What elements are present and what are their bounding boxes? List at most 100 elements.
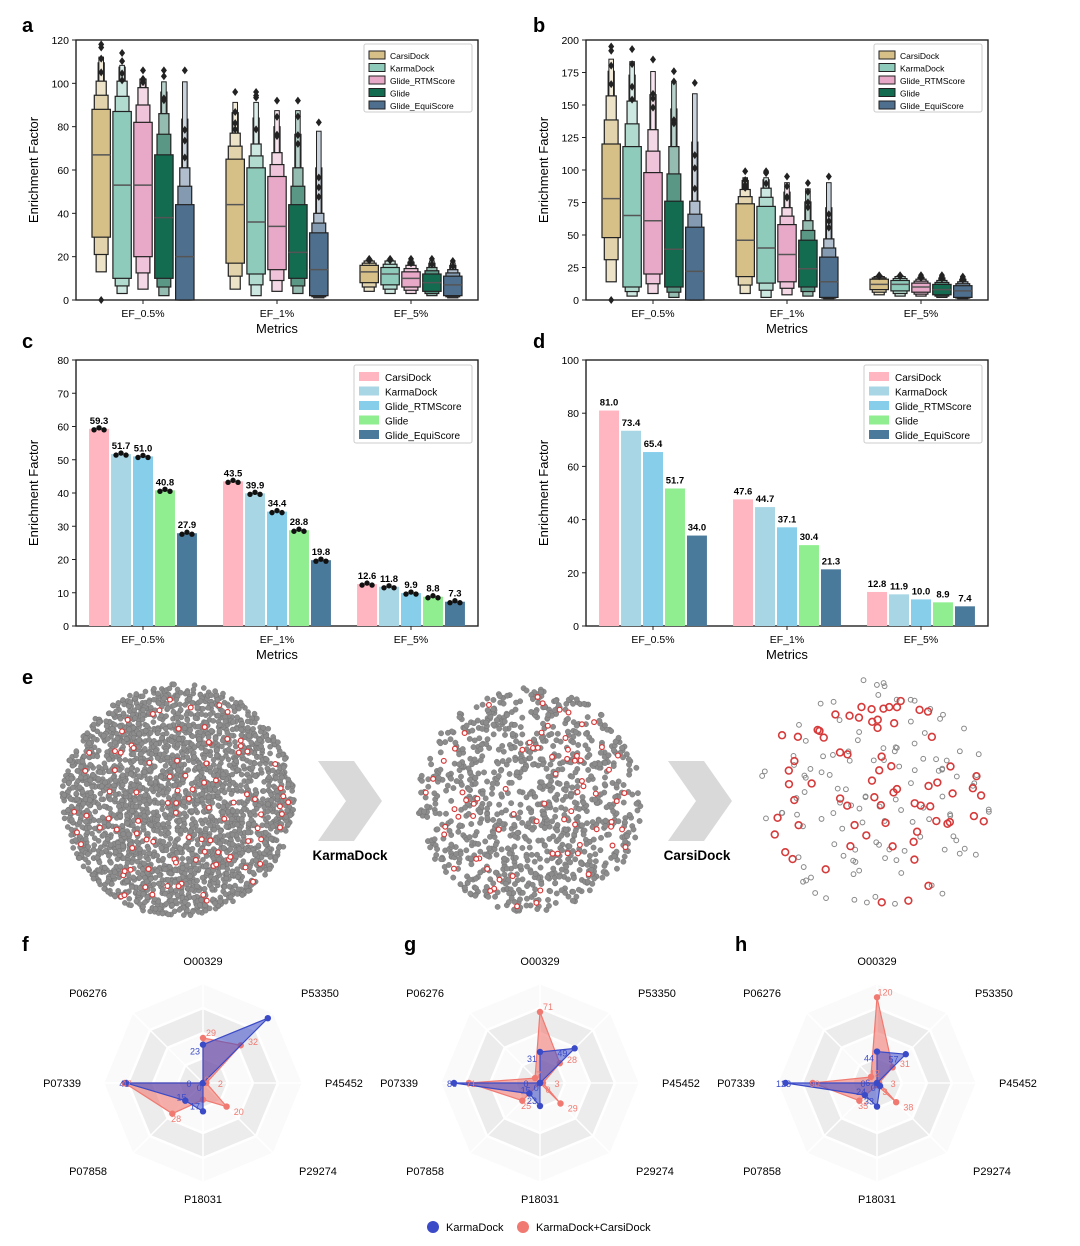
gray-point — [163, 900, 170, 907]
gray-point — [537, 864, 544, 871]
red-point — [172, 809, 179, 816]
red-point — [514, 903, 521, 910]
gray-point — [124, 767, 131, 774]
gray-point — [167, 835, 174, 842]
red-point — [117, 749, 124, 756]
gray-point — [238, 771, 245, 778]
chart-c-bar-dot — [145, 454, 151, 461]
chart-f-axis-label: P29274 — [299, 1166, 337, 1178]
red-point — [185, 795, 192, 802]
red-point — [224, 708, 231, 715]
gray-point — [235, 799, 242, 806]
gray-point — [188, 711, 194, 717]
chart-a-boxen-box — [225, 158, 245, 264]
gray-point — [214, 696, 221, 703]
gray-point — [202, 817, 209, 823]
gray-point — [484, 852, 491, 859]
chart-b-outlier — [742, 176, 749, 185]
red-point — [201, 848, 208, 855]
gray-point — [523, 794, 530, 801]
chart-a-boxen-tail — [253, 101, 259, 145]
gray-point — [629, 791, 636, 798]
chart-h-value-label: 35 — [858, 1101, 868, 1111]
gray-point — [528, 869, 534, 876]
red-point — [541, 800, 548, 807]
red-point — [111, 767, 118, 774]
gray-point — [145, 845, 152, 852]
gray-point — [245, 829, 251, 836]
chart-a-outlier — [253, 88, 260, 96]
red-point — [451, 806, 458, 813]
red-point — [192, 856, 199, 863]
gray-point — [443, 810, 449, 817]
gray-point — [848, 802, 854, 809]
gray-point — [522, 766, 528, 773]
gray-point — [227, 846, 234, 852]
chart-c-bar-dot — [279, 509, 285, 516]
gray-point — [135, 869, 141, 876]
red-point — [845, 711, 854, 720]
chart-c-bar-label: 51.7 — [112, 441, 131, 452]
gray-point — [556, 873, 563, 880]
gray-point — [501, 718, 508, 725]
gray-point — [73, 790, 80, 797]
gray-point — [212, 735, 219, 742]
gray-point — [467, 855, 474, 862]
gray-point — [518, 758, 525, 765]
gray-point — [527, 755, 534, 761]
chart-d-bar-label: 30.4 — [800, 532, 819, 543]
gray-point — [513, 699, 519, 706]
gray-point — [570, 700, 576, 707]
red-point — [794, 820, 803, 830]
gray-point — [92, 808, 99, 815]
gray-point — [95, 838, 102, 844]
gray-point — [636, 818, 643, 824]
chart-f-series-point — [199, 1041, 207, 1048]
chart-a-boxen-tail — [316, 130, 322, 214]
chart-d-bar — [798, 545, 819, 626]
chart-c-bar-dot — [101, 427, 107, 433]
gray-point — [200, 857, 206, 863]
chart-b-outlier — [742, 167, 749, 176]
gray-point — [61, 815, 68, 822]
gray-point — [129, 808, 135, 814]
gray-point — [176, 907, 183, 913]
chart-h-series-point — [856, 1097, 863, 1104]
gray-point — [483, 719, 489, 726]
gray-point — [163, 847, 170, 854]
red-point — [862, 831, 871, 840]
chart-a-boxen-box — [154, 154, 174, 279]
chart-b-boxen-box — [643, 172, 663, 275]
gray-point — [274, 793, 281, 800]
chart-b-ytick-label: 100 — [561, 165, 579, 177]
gray-point — [211, 876, 218, 882]
chart-c-ytick-label: 40 — [57, 488, 69, 500]
chart-c-bar-dot — [247, 491, 253, 498]
chart-c-bar-dot — [179, 531, 185, 537]
red-point — [924, 781, 933, 791]
chart-a-boxen-box — [359, 264, 379, 284]
red-point — [441, 831, 448, 838]
gray-point — [528, 851, 535, 858]
red-point — [533, 899, 540, 906]
gray-point — [185, 767, 192, 773]
gray-point — [148, 822, 154, 828]
gray-point — [500, 700, 507, 707]
chart-b-ytick-label: 0 — [573, 295, 579, 307]
red-point — [945, 817, 955, 827]
chart-d-bar-label: 8.9 — [936, 589, 949, 600]
red-point — [135, 817, 142, 824]
gray-point — [233, 758, 240, 764]
gray-point — [229, 726, 236, 733]
gray-point — [543, 907, 550, 913]
gray-point — [182, 898, 188, 905]
gray-point — [202, 747, 209, 754]
red-point — [127, 866, 134, 873]
chart-c-bar-dot — [118, 450, 124, 456]
chart-b-legend-label: CarsiDock — [900, 51, 940, 61]
gray-point — [82, 818, 89, 825]
chart-a-outlier — [315, 173, 322, 182]
gray-point — [592, 851, 599, 858]
gray-point — [450, 785, 457, 791]
gray-point — [219, 708, 226, 714]
